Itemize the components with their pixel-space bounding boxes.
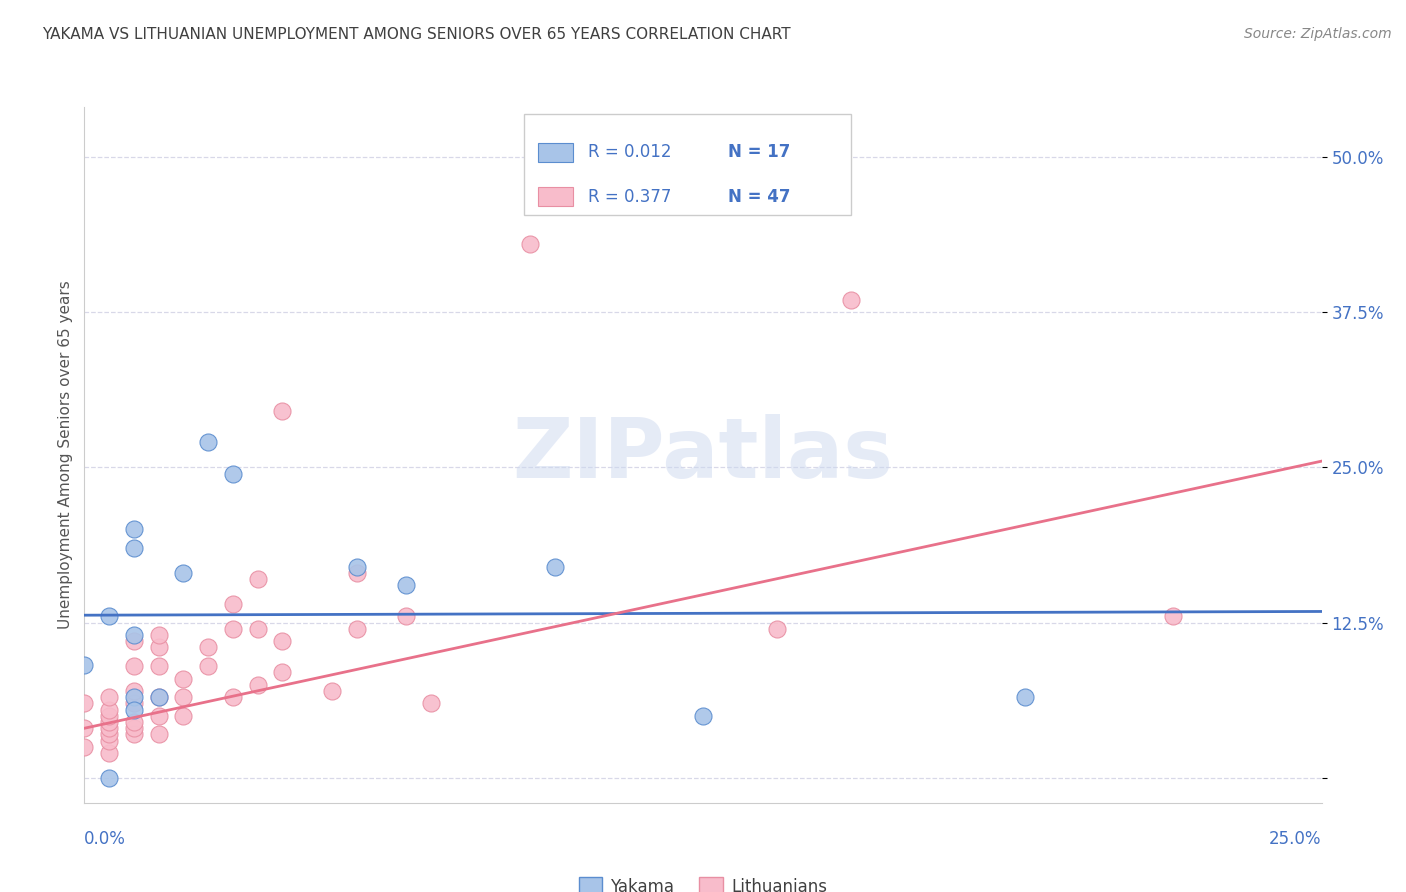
Point — [395, 578, 418, 592]
Point — [148, 690, 170, 705]
Point — [122, 690, 145, 705]
Text: Source: ZipAtlas.com: Source: ZipAtlas.com — [1244, 27, 1392, 41]
Point — [122, 634, 145, 648]
Text: R = 0.012: R = 0.012 — [588, 144, 672, 161]
Point — [148, 628, 170, 642]
Point — [98, 733, 121, 747]
Point — [841, 293, 863, 307]
Point — [346, 622, 368, 636]
Point — [122, 541, 145, 555]
Point — [148, 659, 170, 673]
Point — [222, 597, 245, 611]
Point — [271, 404, 294, 418]
Point — [122, 684, 145, 698]
Point — [98, 746, 121, 760]
Point — [148, 727, 170, 741]
Point — [197, 640, 219, 655]
Point — [148, 640, 170, 655]
Point — [419, 697, 441, 711]
Point — [73, 657, 96, 672]
Point — [222, 467, 245, 481]
Point — [1014, 690, 1036, 705]
Point — [98, 708, 121, 723]
Point — [766, 622, 789, 636]
Text: N = 47: N = 47 — [728, 187, 790, 206]
Point — [222, 690, 245, 705]
Point — [246, 572, 269, 586]
Point — [98, 714, 121, 729]
Point — [172, 690, 194, 705]
Point — [271, 634, 294, 648]
Text: 25.0%: 25.0% — [1270, 830, 1322, 847]
Point — [98, 727, 121, 741]
Point — [519, 236, 541, 251]
Point — [122, 628, 145, 642]
Point — [172, 708, 194, 723]
FancyBboxPatch shape — [538, 143, 574, 162]
FancyBboxPatch shape — [538, 187, 574, 206]
Point — [246, 622, 269, 636]
Point — [172, 672, 194, 686]
Point — [395, 609, 418, 624]
Point — [197, 659, 219, 673]
Point — [346, 559, 368, 574]
Text: R = 0.377: R = 0.377 — [588, 187, 671, 206]
Text: YAKAMA VS LITHUANIAN UNEMPLOYMENT AMONG SENIORS OVER 65 YEARS CORRELATION CHART: YAKAMA VS LITHUANIAN UNEMPLOYMENT AMONG … — [42, 27, 790, 42]
Point — [148, 708, 170, 723]
Point — [73, 697, 96, 711]
Point — [222, 622, 245, 636]
Point — [122, 703, 145, 717]
Point — [122, 523, 145, 537]
FancyBboxPatch shape — [523, 114, 852, 215]
Point — [73, 721, 96, 735]
Text: ZIPatlas: ZIPatlas — [513, 415, 893, 495]
Point — [98, 690, 121, 705]
Point — [122, 727, 145, 741]
Point — [543, 559, 565, 574]
Point — [197, 435, 219, 450]
Text: 0.0%: 0.0% — [84, 830, 127, 847]
Point — [73, 739, 96, 754]
Point — [246, 678, 269, 692]
Point — [172, 566, 194, 580]
Point — [122, 714, 145, 729]
Point — [271, 665, 294, 680]
Point — [98, 609, 121, 624]
Point — [98, 771, 121, 785]
Point — [98, 721, 121, 735]
Point — [346, 566, 368, 580]
Point — [98, 703, 121, 717]
Point — [692, 708, 714, 723]
Legend: Yakama, Lithuanians: Yakama, Lithuanians — [572, 871, 834, 892]
Point — [1161, 609, 1184, 624]
Point — [122, 659, 145, 673]
Point — [148, 690, 170, 705]
Text: N = 17: N = 17 — [728, 144, 790, 161]
Point — [321, 684, 343, 698]
Point — [122, 697, 145, 711]
Y-axis label: Unemployment Among Seniors over 65 years: Unemployment Among Seniors over 65 years — [58, 281, 73, 629]
Point — [122, 721, 145, 735]
